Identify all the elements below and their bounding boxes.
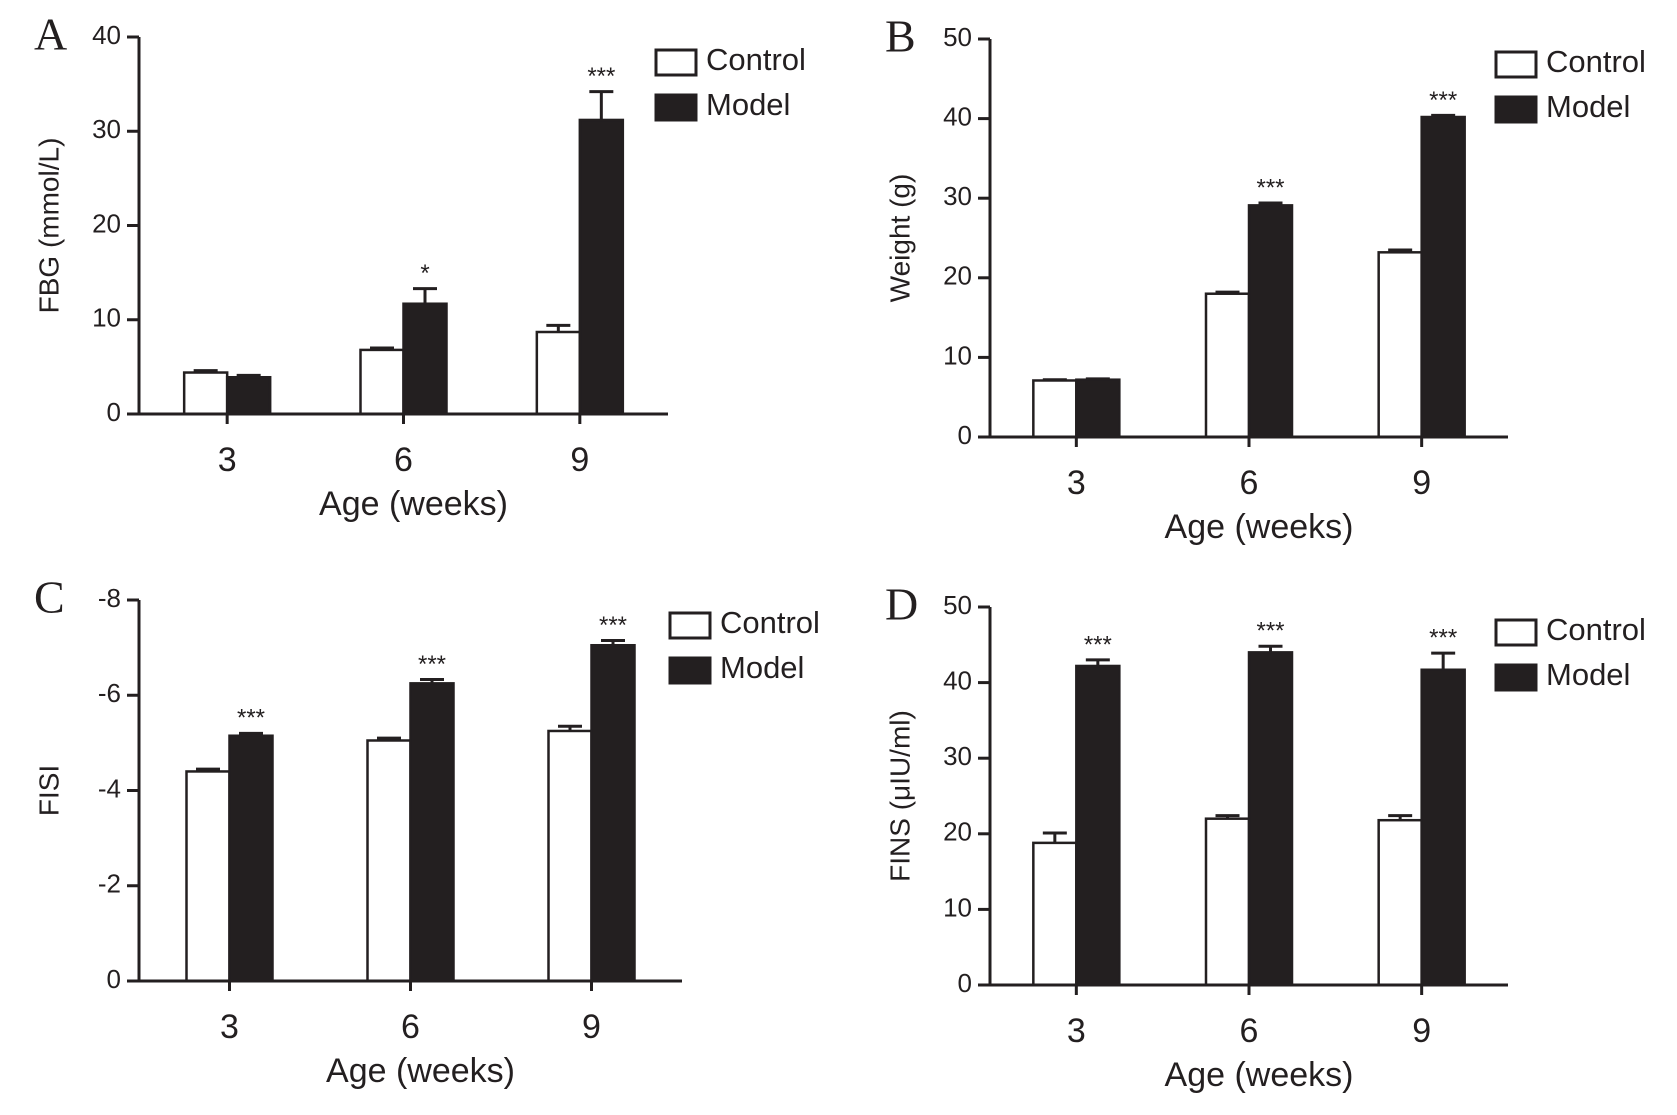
y-tick-label: 0 [107, 964, 121, 994]
x-tick-label: 9 [570, 441, 589, 479]
x-axis-label: Age (weeks) [319, 485, 508, 523]
bar [409, 682, 455, 983]
significance: *** [1429, 87, 1457, 114]
y-tick-label: 30 [92, 114, 121, 144]
legend-swatch [668, 656, 712, 685]
significance: * [420, 260, 429, 287]
bar [578, 118, 625, 416]
y-tick-label: 30 [943, 181, 972, 211]
bar [1075, 378, 1121, 439]
y-axis-label: Weight (g) [884, 174, 915, 303]
legend-label: Control [706, 42, 806, 77]
legend-label: Control [1546, 44, 1646, 79]
bar [1247, 651, 1294, 987]
bar [1377, 251, 1423, 439]
x-tick-label: 6 [1240, 464, 1259, 502]
y-tick-label: 0 [958, 968, 972, 998]
y-axis-label: FBG (mmol/L) [33, 138, 64, 314]
x-tick-label: 3 [1067, 464, 1086, 502]
legend-swatch [1494, 50, 1538, 79]
bar [185, 770, 231, 983]
significance: *** [418, 651, 446, 678]
panel-label: A [34, 9, 67, 60]
bar [1377, 818, 1423, 987]
legend-label: Control [1546, 612, 1646, 647]
x-tick-label: 9 [582, 1008, 601, 1046]
legend-label: Control [720, 605, 820, 640]
bar [225, 375, 272, 416]
significance: *** [1256, 174, 1284, 201]
bar [547, 729, 593, 983]
bar [359, 348, 405, 416]
significance: *** [587, 63, 615, 90]
legend-swatch [654, 48, 698, 77]
panel-label: C [34, 572, 65, 623]
y-tick-label: -2 [98, 869, 121, 899]
x-axis-label: Age (weeks) [326, 1052, 515, 1090]
y-tick-label: 0 [107, 397, 121, 427]
legend-label: Model [1546, 89, 1630, 124]
legend-swatch [1494, 95, 1538, 124]
y-tick-label: 30 [943, 741, 972, 771]
x-axis-label: Age (weeks) [1165, 1056, 1354, 1094]
significance: *** [237, 705, 265, 732]
y-tick-label: 20 [943, 817, 972, 847]
bar [1032, 841, 1078, 987]
x-tick-label: 9 [1412, 1012, 1431, 1050]
x-tick-label: 3 [1067, 1012, 1086, 1050]
y-tick-label: 40 [943, 101, 972, 131]
y-axis-label: FINS (μIU/ml) [884, 710, 915, 882]
legend-label: Model [720, 650, 804, 685]
bar [1032, 379, 1078, 439]
y-tick-label: -8 [98, 583, 121, 613]
panel-label: D [885, 579, 918, 630]
x-tick-label: 9 [1412, 464, 1431, 502]
y-tick-label: 10 [943, 340, 972, 370]
y-tick-label: 40 [92, 20, 121, 50]
y-axis-label: FISI [33, 765, 64, 816]
y-tick-label: 20 [943, 261, 972, 291]
y-tick-label: 20 [92, 208, 121, 238]
significance: *** [1256, 618, 1284, 645]
y-tick-label: 10 [943, 892, 972, 922]
bar [1247, 204, 1294, 439]
bar [590, 643, 636, 983]
bar [1420, 668, 1466, 987]
y-tick-label: 50 [943, 22, 972, 52]
x-tick-label: 6 [394, 441, 413, 479]
bar [1204, 817, 1251, 987]
y-tick-label: -4 [98, 773, 121, 803]
y-tick-label: 10 [92, 303, 121, 333]
bar [402, 302, 448, 416]
significance: *** [1084, 631, 1112, 658]
legend-swatch [654, 93, 698, 122]
x-tick-label: 6 [1240, 1012, 1259, 1050]
legend-swatch [1494, 663, 1538, 692]
bar [1075, 664, 1121, 987]
x-tick-label: 6 [401, 1008, 420, 1046]
x-tick-label: 3 [220, 1008, 239, 1046]
significance: *** [1429, 624, 1457, 651]
bar [535, 330, 582, 416]
significance: *** [599, 612, 627, 639]
x-tick-label: 3 [218, 441, 237, 479]
y-tick-label: -6 [98, 678, 121, 708]
bar [228, 734, 274, 983]
bar [182, 371, 229, 416]
legend-swatch [1494, 618, 1538, 647]
y-tick-label: 0 [958, 420, 972, 450]
legend-swatch [668, 611, 712, 640]
x-axis-label: Age (weeks) [1165, 508, 1354, 546]
bar [1204, 292, 1251, 439]
legend-label: Model [706, 87, 790, 122]
bar [366, 739, 412, 983]
y-tick-label: 40 [943, 665, 972, 695]
panel-label: B [885, 11, 916, 62]
legend-label: Model [1546, 657, 1630, 692]
y-tick-label: 50 [943, 590, 972, 620]
bar [1420, 115, 1466, 439]
